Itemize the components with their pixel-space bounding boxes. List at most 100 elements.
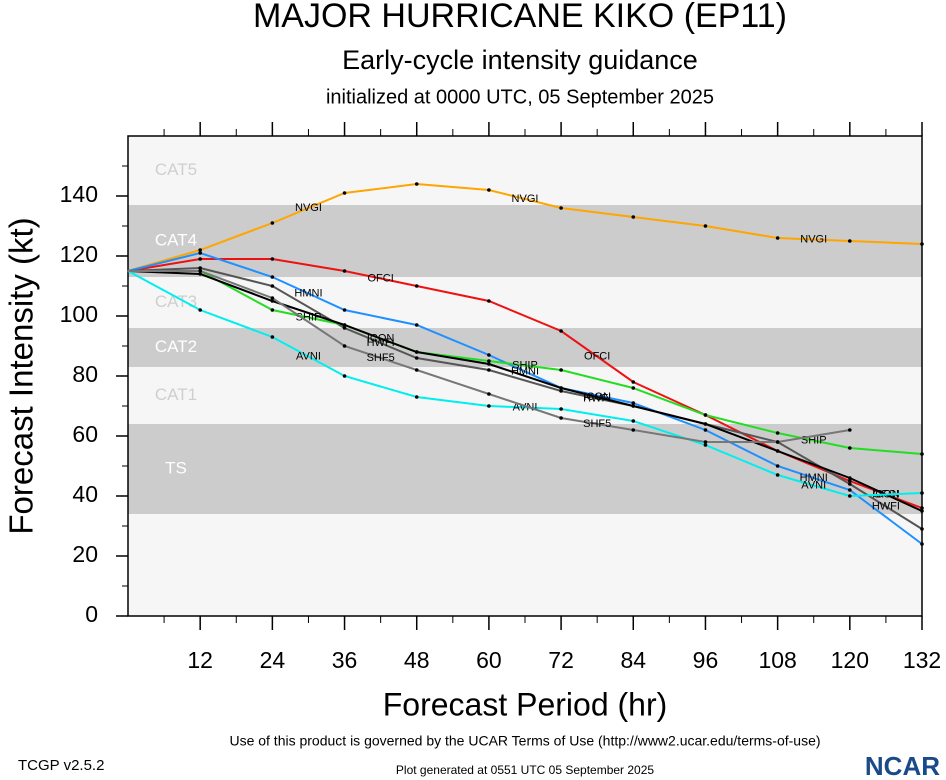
forecast-point <box>775 236 780 240</box>
forecast-point <box>414 395 419 399</box>
forecast-point <box>414 284 419 288</box>
forecast-point <box>559 407 563 411</box>
forecast-point <box>631 428 636 432</box>
forecast-point <box>487 188 491 192</box>
forecast-point <box>848 476 852 480</box>
forecast-point <box>848 488 852 492</box>
forecast-point <box>198 269 202 273</box>
forecast-point <box>487 392 491 396</box>
forecast-point <box>703 422 708 426</box>
intensity-band <box>128 205 922 277</box>
forecast-point <box>414 368 419 372</box>
forecast-point <box>703 413 708 417</box>
y-tick-label: 60 <box>72 421 98 447</box>
x-tick-label: 84 <box>620 647 646 673</box>
forecast-point <box>920 491 924 495</box>
series-label: SHIP <box>512 359 538 371</box>
forecast-point <box>487 359 491 363</box>
forecast-point <box>920 542 924 546</box>
y-tick-label: 0 <box>85 601 98 627</box>
forecast-point <box>342 269 347 273</box>
y-tick-label: 120 <box>60 241 98 267</box>
forecast-point <box>703 224 708 228</box>
forecast-point <box>198 266 202 270</box>
forecast-point <box>559 206 563 210</box>
forecast-point <box>487 362 491 366</box>
series-label: AVNI <box>296 350 321 362</box>
y-axis-label: Forecast Intensity (kt) <box>3 217 40 534</box>
forecast-point <box>198 257 202 261</box>
forecast-point <box>198 248 202 252</box>
y-tick-label: 140 <box>60 181 98 207</box>
series-label: HWFI <box>367 337 395 349</box>
forecast-point <box>414 182 419 186</box>
forecast-point <box>775 449 780 453</box>
x-tick-label: 60 <box>476 647 502 673</box>
forecast-point <box>920 527 924 531</box>
y-tick-label: 80 <box>72 361 98 387</box>
forecast-point <box>487 353 491 357</box>
series-label: OFCI <box>367 272 393 284</box>
forecast-point <box>414 350 419 354</box>
forecast-point <box>920 242 924 246</box>
forecast-point <box>559 386 563 390</box>
forecast-point <box>270 335 275 339</box>
intensity-band <box>128 328 922 367</box>
forecast-point <box>342 326 347 330</box>
forecast-point <box>631 404 636 408</box>
x-tick-label: 120 <box>831 647 869 673</box>
x-tick-label: 12 <box>187 647 213 673</box>
forecast-line <box>127 270 923 498</box>
forecast-point <box>631 215 636 219</box>
band-label: CAT2 <box>155 337 197 356</box>
x-tick-label: 96 <box>693 647 719 673</box>
chart-title: MAJOR HURRICANE KIKO (EP11) <box>253 0 787 35</box>
chart-subtitle: Early-cycle intensity guidance <box>342 45 698 75</box>
forecast-line <box>127 270 923 512</box>
series-label: OFCI <box>584 350 610 362</box>
generated: Plot generated at 0551 UTC 05 September … <box>396 763 654 777</box>
series-label: HMNI <box>800 472 828 484</box>
forecast-line <box>127 182 923 272</box>
x-tick-label: 108 <box>758 647 796 673</box>
forecast-line <box>127 251 923 545</box>
forecast-point <box>848 482 852 486</box>
forecast-point <box>342 308 347 312</box>
forecast-point <box>703 443 708 447</box>
forecast-point <box>487 404 491 408</box>
band-label: CAT1 <box>155 385 197 404</box>
forecast-point <box>270 308 275 312</box>
series-label: HWFI <box>872 500 900 512</box>
forecast-point <box>414 356 419 360</box>
forecast-point <box>270 284 275 288</box>
x-tick-label: 24 <box>260 647 286 673</box>
forecast-point <box>775 431 780 435</box>
series-label: SHF5 <box>367 352 395 364</box>
forecast-point <box>631 401 636 405</box>
forecast-point <box>559 368 563 372</box>
y-tick-label: 20 <box>72 541 98 567</box>
forecast-line <box>128 270 923 455</box>
forecast-point <box>920 452 924 456</box>
plot-area: CAT5 CAT4 CAT3 CAT2 CAT1 TS <box>128 136 922 616</box>
band-label: CAT3 <box>155 292 197 311</box>
forecast-point <box>198 272 202 276</box>
series-label: NVGI <box>295 202 322 214</box>
terms: Use of this product is governed by the U… <box>229 733 820 749</box>
forecast-point <box>848 239 852 243</box>
forecast-point <box>559 389 563 393</box>
logo: NCAR <box>865 751 940 780</box>
forecast-point <box>559 329 563 333</box>
forecast-point <box>775 464 780 468</box>
forecast-point <box>631 419 636 423</box>
x-tick-label: 48 <box>404 647 430 673</box>
forecast-point <box>631 380 636 384</box>
forecast-point <box>848 428 852 432</box>
x-axis-label: Forecast Period (hr) <box>383 686 668 722</box>
series-label: NVGI <box>800 233 827 245</box>
forecast-point <box>703 440 708 444</box>
band-label: CAT4 <box>155 230 197 249</box>
series-label: HMNI <box>294 287 322 299</box>
y-tick-label: 100 <box>60 301 98 327</box>
forecast-point <box>487 368 491 372</box>
